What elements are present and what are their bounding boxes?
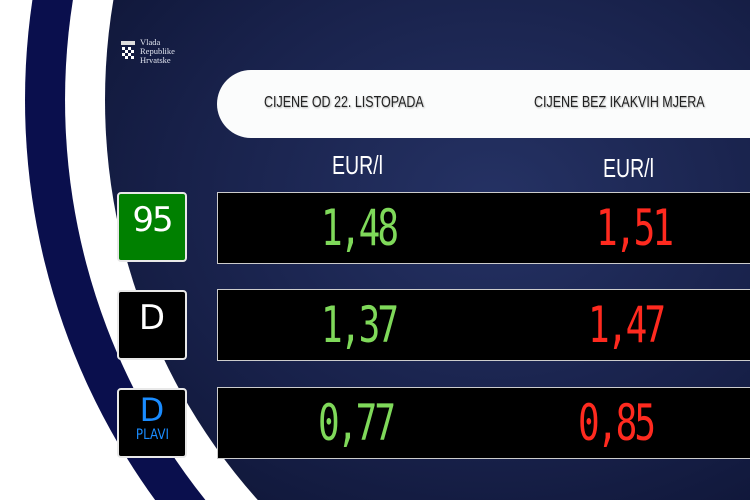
price-current: 0,77	[318, 394, 396, 452]
price-without-measures: 1,47	[588, 296, 666, 354]
price-current: 1,37	[321, 296, 399, 354]
price-without-measures: 0,85	[578, 394, 656, 452]
fuel-badge-diesel: D	[117, 290, 187, 360]
croatian-coat-of-arms-icon	[121, 40, 135, 59]
fuel-badge-95: 95	[117, 192, 187, 262]
fuel-badge-label: 95	[132, 200, 173, 240]
header-current-prices: CIJENE OD 22. LISTOPADA	[264, 94, 424, 111]
fuel-badge-label: D	[138, 298, 166, 338]
logo-line: Hrvatske	[140, 55, 171, 65]
header-bar: CIJENE OD 22. LISTOPADA CIJENE BEZ IKAKV…	[217, 70, 750, 138]
logo-line: Vlada	[140, 37, 161, 47]
header-prices-without-measures: CIJENE BEZ IKAKVIH MJERA	[534, 94, 705, 111]
price-current: 1,48	[321, 199, 399, 257]
government-logo: Vlada Republike Hrvatske	[120, 38, 175, 65]
price-panel-95: 1,48 1,51	[217, 192, 750, 264]
price-without-measures: 1,51	[596, 199, 674, 257]
price-panel-diesel: 1,37 1,47	[217, 289, 750, 361]
unit-label-without: EUR/l	[603, 153, 654, 183]
price-panel-blue-diesel: 0,77 0,85	[217, 387, 750, 459]
logo-line: Republike	[140, 46, 175, 56]
fuel-badge-sublabel: PLAVI	[135, 427, 169, 443]
fuel-badge-label: D	[139, 391, 165, 429]
fuel-badge-blue-diesel: D PLAVI	[117, 388, 187, 458]
unit-label-current: EUR/l	[332, 150, 383, 180]
